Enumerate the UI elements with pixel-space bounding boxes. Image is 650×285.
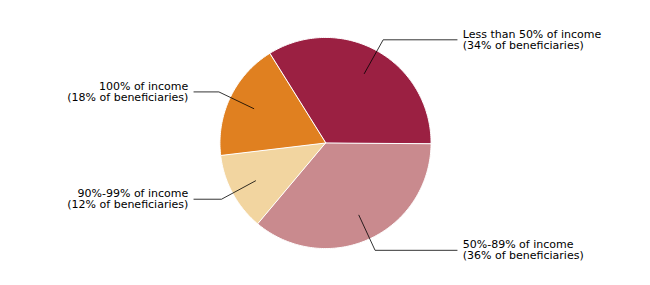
svg-text:Less than 50% of income(34% of: Less than 50% of income(34% of beneficia… xyxy=(463,28,602,52)
svg-text:90%-99% of income(12% of benef: 90%-99% of income(12% of beneficiaries) xyxy=(67,187,188,211)
svg-text:100% of income(18% of benefici: 100% of income(18% of beneficiaries) xyxy=(67,80,188,104)
svg-text:50%-89% of income(36% of benef: 50%-89% of income(36% of beneficiaries) xyxy=(463,238,584,262)
